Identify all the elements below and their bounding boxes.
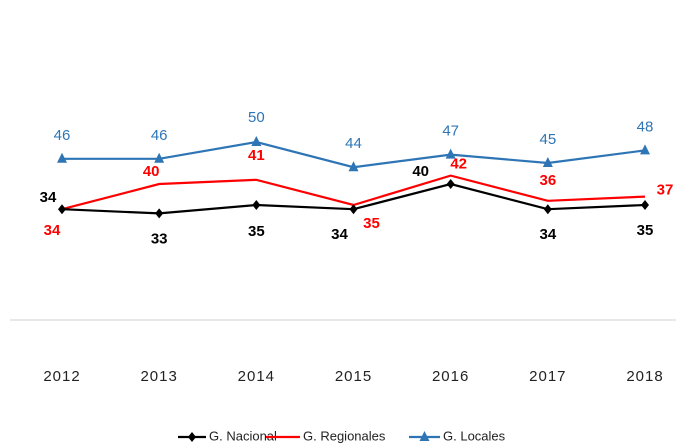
data-label: 37: [657, 182, 674, 199]
x-tick-label: 2016: [432, 368, 469, 385]
point: [542, 157, 553, 167]
point: [445, 148, 456, 159]
point: [154, 152, 165, 163]
data-label: 46: [54, 127, 71, 144]
data-label: 34: [331, 226, 348, 243]
point: [348, 161, 359, 172]
x-tick-label: 2015: [335, 368, 372, 385]
data-label: 35: [637, 222, 654, 239]
x-tick-label: 2013: [140, 368, 177, 385]
data-label: 33: [151, 230, 168, 247]
point: [543, 204, 552, 215]
data-label: 35: [248, 223, 265, 240]
data-label: 35: [363, 215, 380, 232]
data-label: 45: [539, 131, 556, 148]
data-label: 48: [637, 118, 654, 135]
point: [252, 200, 261, 210]
point: [58, 204, 66, 215]
data-label: 50: [248, 109, 265, 126]
point: [446, 179, 455, 189]
x-tick-label: 2018: [626, 368, 663, 385]
x-tick-label: 2014: [238, 368, 275, 385]
data-label: 34: [539, 226, 556, 243]
point: [251, 136, 262, 146]
point: [57, 152, 67, 163]
data-label: 42: [450, 156, 467, 173]
legend-label: G. Nacional: [209, 428, 277, 443]
data-label: 46: [151, 127, 168, 144]
data-label: 36: [539, 172, 556, 189]
data-label: 34: [40, 189, 57, 206]
point: [419, 431, 430, 441]
point: [155, 208, 164, 219]
point: [188, 432, 196, 442]
legend-label: G. Locales: [443, 428, 506, 443]
point: [641, 200, 649, 210]
data-label: 44: [345, 135, 362, 152]
legend-label: G. Regionales: [303, 428, 386, 443]
series-line: [61, 174, 646, 211]
data-label: 40: [412, 163, 429, 180]
x-tick-label: 2017: [529, 368, 566, 385]
x-tick-label: 2012: [43, 368, 80, 385]
data-label: 47: [442, 123, 459, 140]
point: [349, 204, 358, 215]
point: [640, 144, 650, 155]
data-label: 41: [248, 147, 265, 164]
data-label: 40: [143, 163, 160, 180]
data-label: 34: [44, 222, 61, 239]
